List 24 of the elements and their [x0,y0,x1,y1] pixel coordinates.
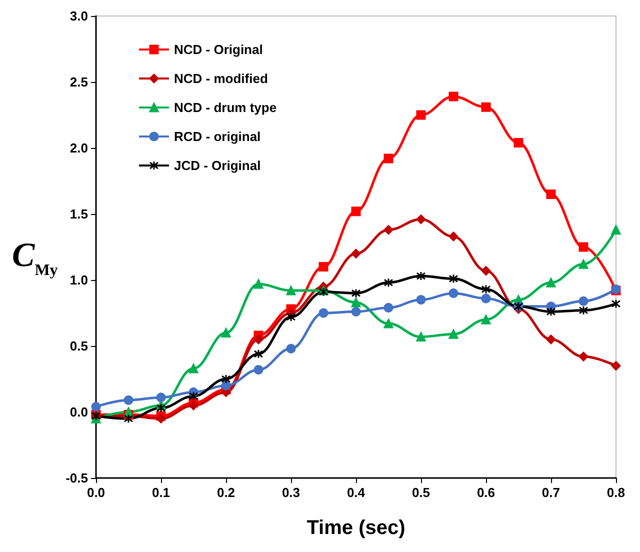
y-tick-label: 2.5 [70,74,88,90]
x-tick-label: 0.6 [476,485,496,500]
x-tick-label: 0.0 [86,485,106,500]
x-tick-label: 0.7 [542,485,560,500]
legend-label: RCD - original [174,129,261,144]
y-tick-label: 1.0 [70,272,88,288]
x-tick-label: 0.2 [216,485,236,500]
x-tick-label: 0.5 [412,485,430,500]
x-axis-title: Time (sec) [306,517,406,539]
y-axis-title: C$_{My}$ [12,237,58,278]
legend-label: JCD - Original [174,158,261,173]
legend-label: NCD - modified [174,71,268,86]
y-tick-label: 0.5 [70,338,88,354]
legend-label: NCD - drum type [174,100,277,115]
y-tick-label: 2.0 [70,140,88,156]
x-tick-label: 0.3 [282,485,300,500]
legend-label: NCD - Original [174,42,263,57]
x-tick-label: 0.4 [346,485,366,500]
y-tick-label: 3.0 [70,8,88,24]
y-tick-label: 0.0 [70,404,88,420]
x-tick-label: 0.1 [152,485,170,500]
y-tick-label: 1.5 [70,206,88,222]
x-tick-label: 0.8 [606,485,626,500]
y-tick-label: -0.5 [66,470,88,486]
